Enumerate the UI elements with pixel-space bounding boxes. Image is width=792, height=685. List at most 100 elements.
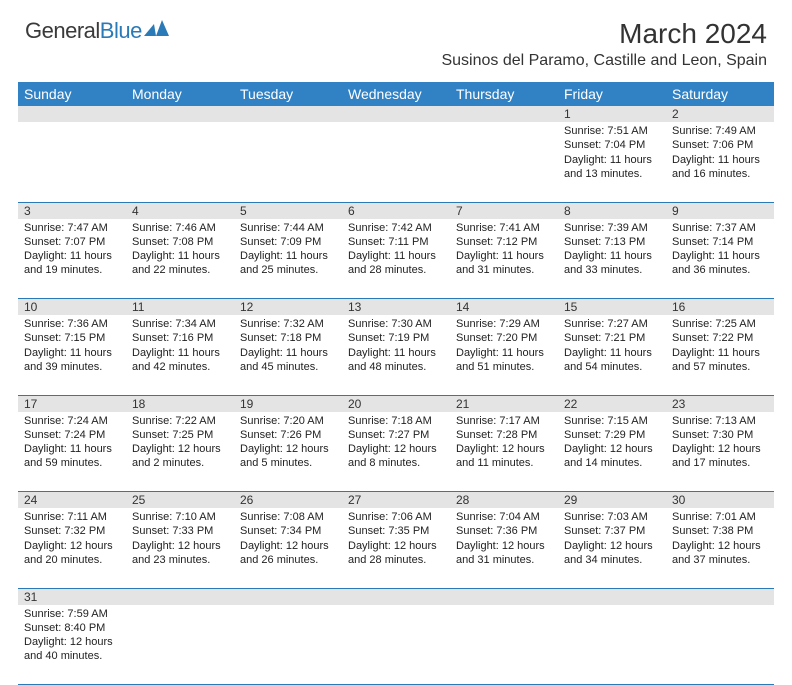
day-details-cell: Sunrise: 7:59 AMSunset: 8:40 PMDaylight:…: [18, 605, 126, 685]
day-details-cell: [666, 605, 774, 685]
day-number-cell: 20: [342, 395, 450, 412]
week-daynum-row: 10111213141516: [18, 299, 774, 316]
day-details-cell: Sunrise: 7:03 AMSunset: 7:37 PMDaylight:…: [558, 508, 666, 588]
day-details: Sunrise: 7:39 AMSunset: 7:13 PMDaylight:…: [558, 219, 666, 281]
day-details-cell: Sunrise: 7:42 AMSunset: 7:11 PMDaylight:…: [342, 219, 450, 299]
detail-line: Sunrise: 7:32 AM: [240, 317, 336, 331]
day-details-cell: [126, 605, 234, 685]
detail-line: Daylight: 11 hours: [24, 442, 120, 456]
detail-line: and 54 minutes.: [564, 360, 660, 374]
day-number-cell: 9: [666, 202, 774, 219]
detail-line: Daylight: 11 hours: [24, 249, 120, 263]
day-details: Sunrise: 7:34 AMSunset: 7:16 PMDaylight:…: [126, 315, 234, 377]
day-header-row: Sunday Monday Tuesday Wednesday Thursday…: [18, 82, 774, 106]
detail-line: Sunrise: 7:34 AM: [132, 317, 228, 331]
detail-line: Sunset: 7:19 PM: [348, 331, 444, 345]
detail-line: Sunset: 7:34 PM: [240, 524, 336, 538]
day-details: Sunrise: 7:15 AMSunset: 7:29 PMDaylight:…: [558, 412, 666, 474]
detail-line: Sunrise: 7:04 AM: [456, 510, 552, 524]
day-details-cell: Sunrise: 7:20 AMSunset: 7:26 PMDaylight:…: [234, 412, 342, 492]
day-details: Sunrise: 7:27 AMSunset: 7:21 PMDaylight:…: [558, 315, 666, 377]
day-details: Sunrise: 7:13 AMSunset: 7:30 PMDaylight:…: [666, 412, 774, 474]
day-number-cell: 30: [666, 492, 774, 509]
detail-line: Daylight: 11 hours: [564, 346, 660, 360]
location: Susinos del Paramo, Castille and Leon, S…: [441, 52, 767, 70]
detail-line: Sunrise: 7:44 AM: [240, 221, 336, 235]
day-details-cell: Sunrise: 7:22 AMSunset: 7:25 PMDaylight:…: [126, 412, 234, 492]
day-number-cell: [126, 588, 234, 605]
day-number-cell: 3: [18, 202, 126, 219]
detail-line: Sunset: 7:09 PM: [240, 235, 336, 249]
day-number: 24: [18, 492, 126, 508]
detail-line: Sunset: 7:15 PM: [24, 331, 120, 345]
day-details-cell: Sunrise: 7:51 AMSunset: 7:04 PMDaylight:…: [558, 122, 666, 202]
detail-line: and 26 minutes.: [240, 553, 336, 567]
detail-line: and 23 minutes.: [132, 553, 228, 567]
day-details: Sunrise: 7:49 AMSunset: 7:06 PMDaylight:…: [666, 122, 774, 184]
detail-line: Sunrise: 7:41 AM: [456, 221, 552, 235]
week-details-row: Sunrise: 7:11 AMSunset: 7:32 PMDaylight:…: [18, 508, 774, 588]
day-details-cell: Sunrise: 7:13 AMSunset: 7:30 PMDaylight:…: [666, 412, 774, 492]
day-details: Sunrise: 7:11 AMSunset: 7:32 PMDaylight:…: [18, 508, 126, 570]
day-number-cell: [342, 588, 450, 605]
day-number: 6: [342, 203, 450, 219]
day-number: 23: [666, 396, 774, 412]
detail-line: Daylight: 12 hours: [564, 539, 660, 553]
detail-line: Daylight: 11 hours: [564, 153, 660, 167]
detail-line: and 19 minutes.: [24, 263, 120, 277]
day-number: 20: [342, 396, 450, 412]
detail-line: Daylight: 11 hours: [672, 346, 768, 360]
detail-line: Sunrise: 7:25 AM: [672, 317, 768, 331]
day-details: Sunrise: 7:32 AMSunset: 7:18 PMDaylight:…: [234, 315, 342, 377]
col-wednesday: Wednesday: [342, 82, 450, 106]
detail-line: Sunrise: 7:06 AM: [348, 510, 444, 524]
title-block: March 2024 Susinos del Paramo, Castille …: [441, 18, 767, 70]
detail-line: Sunrise: 7:20 AM: [240, 414, 336, 428]
detail-line: Daylight: 11 hours: [240, 346, 336, 360]
detail-line: Sunrise: 7:36 AM: [24, 317, 120, 331]
detail-line: Sunrise: 7:22 AM: [132, 414, 228, 428]
week-details-row: Sunrise: 7:51 AMSunset: 7:04 PMDaylight:…: [18, 122, 774, 202]
detail-line: Sunrise: 7:37 AM: [672, 221, 768, 235]
day-details-cell: Sunrise: 7:30 AMSunset: 7:19 PMDaylight:…: [342, 315, 450, 395]
day-details-cell: Sunrise: 7:18 AMSunset: 7:27 PMDaylight:…: [342, 412, 450, 492]
detail-line: Sunset: 7:13 PM: [564, 235, 660, 249]
logo: GeneralBlue: [25, 18, 170, 44]
day-details-cell: Sunrise: 7:01 AMSunset: 7:38 PMDaylight:…: [666, 508, 774, 588]
day-number: 13: [342, 299, 450, 315]
detail-line: Daylight: 12 hours: [132, 539, 228, 553]
day-number-cell: 23: [666, 395, 774, 412]
detail-line: and 48 minutes.: [348, 360, 444, 374]
detail-line: Daylight: 12 hours: [456, 442, 552, 456]
detail-line: Sunrise: 7:29 AM: [456, 317, 552, 331]
detail-line: and 51 minutes.: [456, 360, 552, 374]
detail-line: and 16 minutes.: [672, 167, 768, 181]
day-number: 9: [666, 203, 774, 219]
day-details-cell: Sunrise: 7:06 AMSunset: 7:35 PMDaylight:…: [342, 508, 450, 588]
day-details-cell: Sunrise: 7:39 AMSunset: 7:13 PMDaylight:…: [558, 219, 666, 299]
day-number-cell: 18: [126, 395, 234, 412]
detail-line: and 45 minutes.: [240, 360, 336, 374]
detail-line: Sunset: 7:21 PM: [564, 331, 660, 345]
day-number-cell: 2: [666, 106, 774, 122]
day-number-cell: [450, 588, 558, 605]
detail-line: Daylight: 12 hours: [132, 442, 228, 456]
day-number-cell: [450, 106, 558, 122]
logo-general-text: General: [25, 18, 100, 43]
detail-line: Sunset: 7:30 PM: [672, 428, 768, 442]
detail-line: Sunset: 7:12 PM: [456, 235, 552, 249]
day-details: Sunrise: 7:46 AMSunset: 7:08 PMDaylight:…: [126, 219, 234, 281]
detail-line: Sunset: 7:27 PM: [348, 428, 444, 442]
day-number-cell: 21: [450, 395, 558, 412]
day-number-cell: 15: [558, 299, 666, 316]
week-details-row: Sunrise: 7:59 AMSunset: 8:40 PMDaylight:…: [18, 605, 774, 685]
day-details-cell: [18, 122, 126, 202]
detail-line: Daylight: 12 hours: [240, 539, 336, 553]
detail-line: and 33 minutes.: [564, 263, 660, 277]
day-number-cell: [18, 106, 126, 122]
day-details-cell: [234, 605, 342, 685]
day-details: Sunrise: 7:10 AMSunset: 7:33 PMDaylight:…: [126, 508, 234, 570]
detail-line: Sunset: 7:06 PM: [672, 138, 768, 152]
detail-line: and 59 minutes.: [24, 456, 120, 470]
day-number-cell: 31: [18, 588, 126, 605]
